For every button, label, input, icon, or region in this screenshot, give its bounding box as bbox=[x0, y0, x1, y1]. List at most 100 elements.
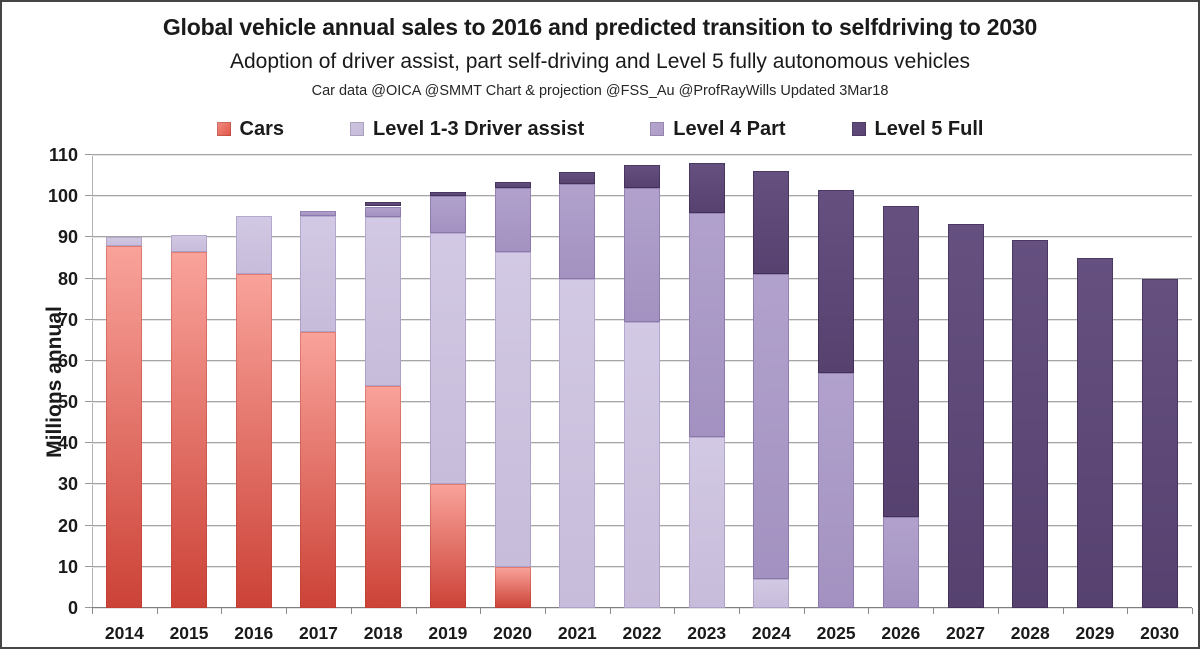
y-tick-mark bbox=[85, 154, 92, 155]
legend-label-level-1-3: Level 1-3 Driver assist bbox=[373, 117, 585, 140]
y-tick-mark bbox=[85, 524, 92, 526]
x-tick-mark bbox=[480, 608, 482, 614]
x-tick-mark bbox=[1062, 608, 1064, 614]
bar-segment-level-4 bbox=[365, 206, 402, 217]
y-tick-mark bbox=[85, 401, 92, 403]
bar-segment-level-1-3 bbox=[106, 237, 143, 246]
y-tick-label: 80 bbox=[57, 268, 78, 289]
bar-segment-level-4 bbox=[818, 373, 855, 608]
x-tick-mark bbox=[1127, 608, 1129, 614]
x-tick-mark bbox=[739, 608, 741, 614]
legend: Cars Level 1-3 Driver assist Level 4 Part L… bbox=[2, 115, 1198, 143]
bar-2027 bbox=[933, 155, 998, 608]
bar-2016 bbox=[221, 155, 286, 608]
legend-label-level-4: Level 4 Part bbox=[673, 117, 786, 140]
legend-label-level-5: Level 5 Full bbox=[874, 117, 984, 140]
x-tick-mark bbox=[221, 608, 223, 614]
bar-segment-level-5 bbox=[429, 192, 466, 197]
bar-segment-level-1-3 bbox=[365, 216, 402, 386]
y-tick-label: 60 bbox=[57, 350, 78, 371]
y-tick-mark bbox=[85, 483, 92, 485]
legend-label-cars: Cars bbox=[239, 117, 284, 140]
x-tick-mark bbox=[156, 608, 158, 614]
bar-segment-level-5 bbox=[1141, 278, 1178, 608]
x-tick-mark bbox=[286, 608, 288, 614]
bar-segment-level-1-3 bbox=[235, 215, 272, 275]
bar-segment-level-4 bbox=[688, 212, 725, 438]
x-axis-label: 2030 bbox=[1140, 623, 1180, 643]
bar-2022 bbox=[610, 155, 675, 608]
y-tick-label: 10 bbox=[57, 556, 78, 577]
bar-segment-level-1-3 bbox=[688, 437, 725, 608]
y-tick-mark bbox=[85, 359, 92, 361]
x-axis-label: 2016 bbox=[234, 623, 274, 643]
x-axis-label: 2023 bbox=[687, 623, 727, 643]
y-tick-label: 40 bbox=[57, 433, 78, 454]
bar-2028 bbox=[998, 155, 1063, 608]
x-tick-mark bbox=[609, 608, 611, 614]
bar-segment-cars bbox=[300, 332, 337, 608]
x-tick-mark bbox=[415, 608, 417, 614]
y-axis-line bbox=[92, 155, 93, 609]
bar-segment-level-1-3 bbox=[623, 321, 660, 608]
y-tick-mark bbox=[85, 277, 92, 279]
y-tick-mark bbox=[85, 195, 92, 197]
bar-2021 bbox=[545, 155, 610, 608]
x-axis-label: 2020 bbox=[493, 623, 533, 643]
x-axis-label: 2027 bbox=[946, 623, 985, 643]
bar-segment-level-1-3 bbox=[300, 215, 337, 333]
x-axis-label: 2017 bbox=[298, 623, 338, 643]
legend-swatch-cars bbox=[216, 122, 231, 136]
x-tick-mark bbox=[544, 608, 546, 614]
y-tick-mark bbox=[85, 442, 92, 444]
bar-2025 bbox=[804, 155, 869, 608]
y-tick-mark bbox=[85, 565, 92, 567]
legend-swatch-level-5 bbox=[851, 122, 866, 136]
chart-title: Global vehicle annual sales to 2016 and … bbox=[162, 14, 1038, 40]
bar-2017 bbox=[286, 155, 351, 608]
x-axis-label: 2025 bbox=[816, 623, 856, 643]
bar-segment-level-4 bbox=[559, 183, 596, 279]
bar-2020 bbox=[480, 155, 545, 608]
bar-segment-level-5 bbox=[559, 172, 596, 184]
x-tick-mark bbox=[997, 608, 999, 614]
x-tick-mark bbox=[803, 608, 805, 614]
bar-segment-level-4 bbox=[429, 196, 466, 234]
bar-segment-level-4 bbox=[623, 187, 660, 322]
x-axis-label: 2028 bbox=[1010, 623, 1050, 643]
x-axis-label: 2015 bbox=[169, 623, 209, 643]
y-tick-label: 50 bbox=[57, 392, 78, 413]
gridline-0 bbox=[92, 607, 1192, 609]
gridline-110 bbox=[92, 154, 1192, 156]
y-tick-label: 30 bbox=[57, 474, 78, 495]
x-axis-label: 2021 bbox=[557, 623, 597, 643]
x-axis-label: 2018 bbox=[363, 623, 403, 643]
bar-segment-level-4 bbox=[882, 517, 919, 608]
legend-item-level-4: Level 4 Part bbox=[650, 117, 786, 141]
y-tick-mark bbox=[85, 236, 92, 238]
legend-swatch-level-1-3 bbox=[350, 122, 364, 136]
bar-segment-cars bbox=[365, 385, 402, 608]
bar-segment-cars bbox=[106, 245, 143, 608]
bar-segment-level-5 bbox=[623, 165, 660, 188]
x-tick-mark bbox=[92, 608, 93, 614]
bar-segment-cars bbox=[494, 566, 531, 608]
bar-segment-level-1-3 bbox=[559, 278, 596, 608]
x-tick-mark bbox=[1192, 608, 1193, 614]
x-axis-label: 2026 bbox=[881, 623, 921, 643]
bar-segment-cars bbox=[235, 274, 272, 608]
x-tick-mark bbox=[350, 608, 352, 614]
y-tick-label: 0 bbox=[67, 598, 78, 618]
bar-2030 bbox=[1127, 155, 1192, 608]
x-axis-label: 2029 bbox=[1075, 623, 1115, 643]
x-axis-label: 2024 bbox=[751, 623, 791, 643]
bar-segment-cars bbox=[429, 484, 466, 608]
bar-segment-level-5 bbox=[365, 202, 402, 207]
chart-credit: Car data @OICA @SMMT Chart & projection … bbox=[311, 83, 889, 99]
legend-item-level-5: Level 5 Full bbox=[851, 117, 984, 141]
bar-segment-level-5 bbox=[753, 171, 790, 275]
y-tick-label: 110 bbox=[48, 145, 78, 165]
bar-2018 bbox=[351, 155, 416, 608]
x-tick-mark bbox=[933, 608, 935, 614]
